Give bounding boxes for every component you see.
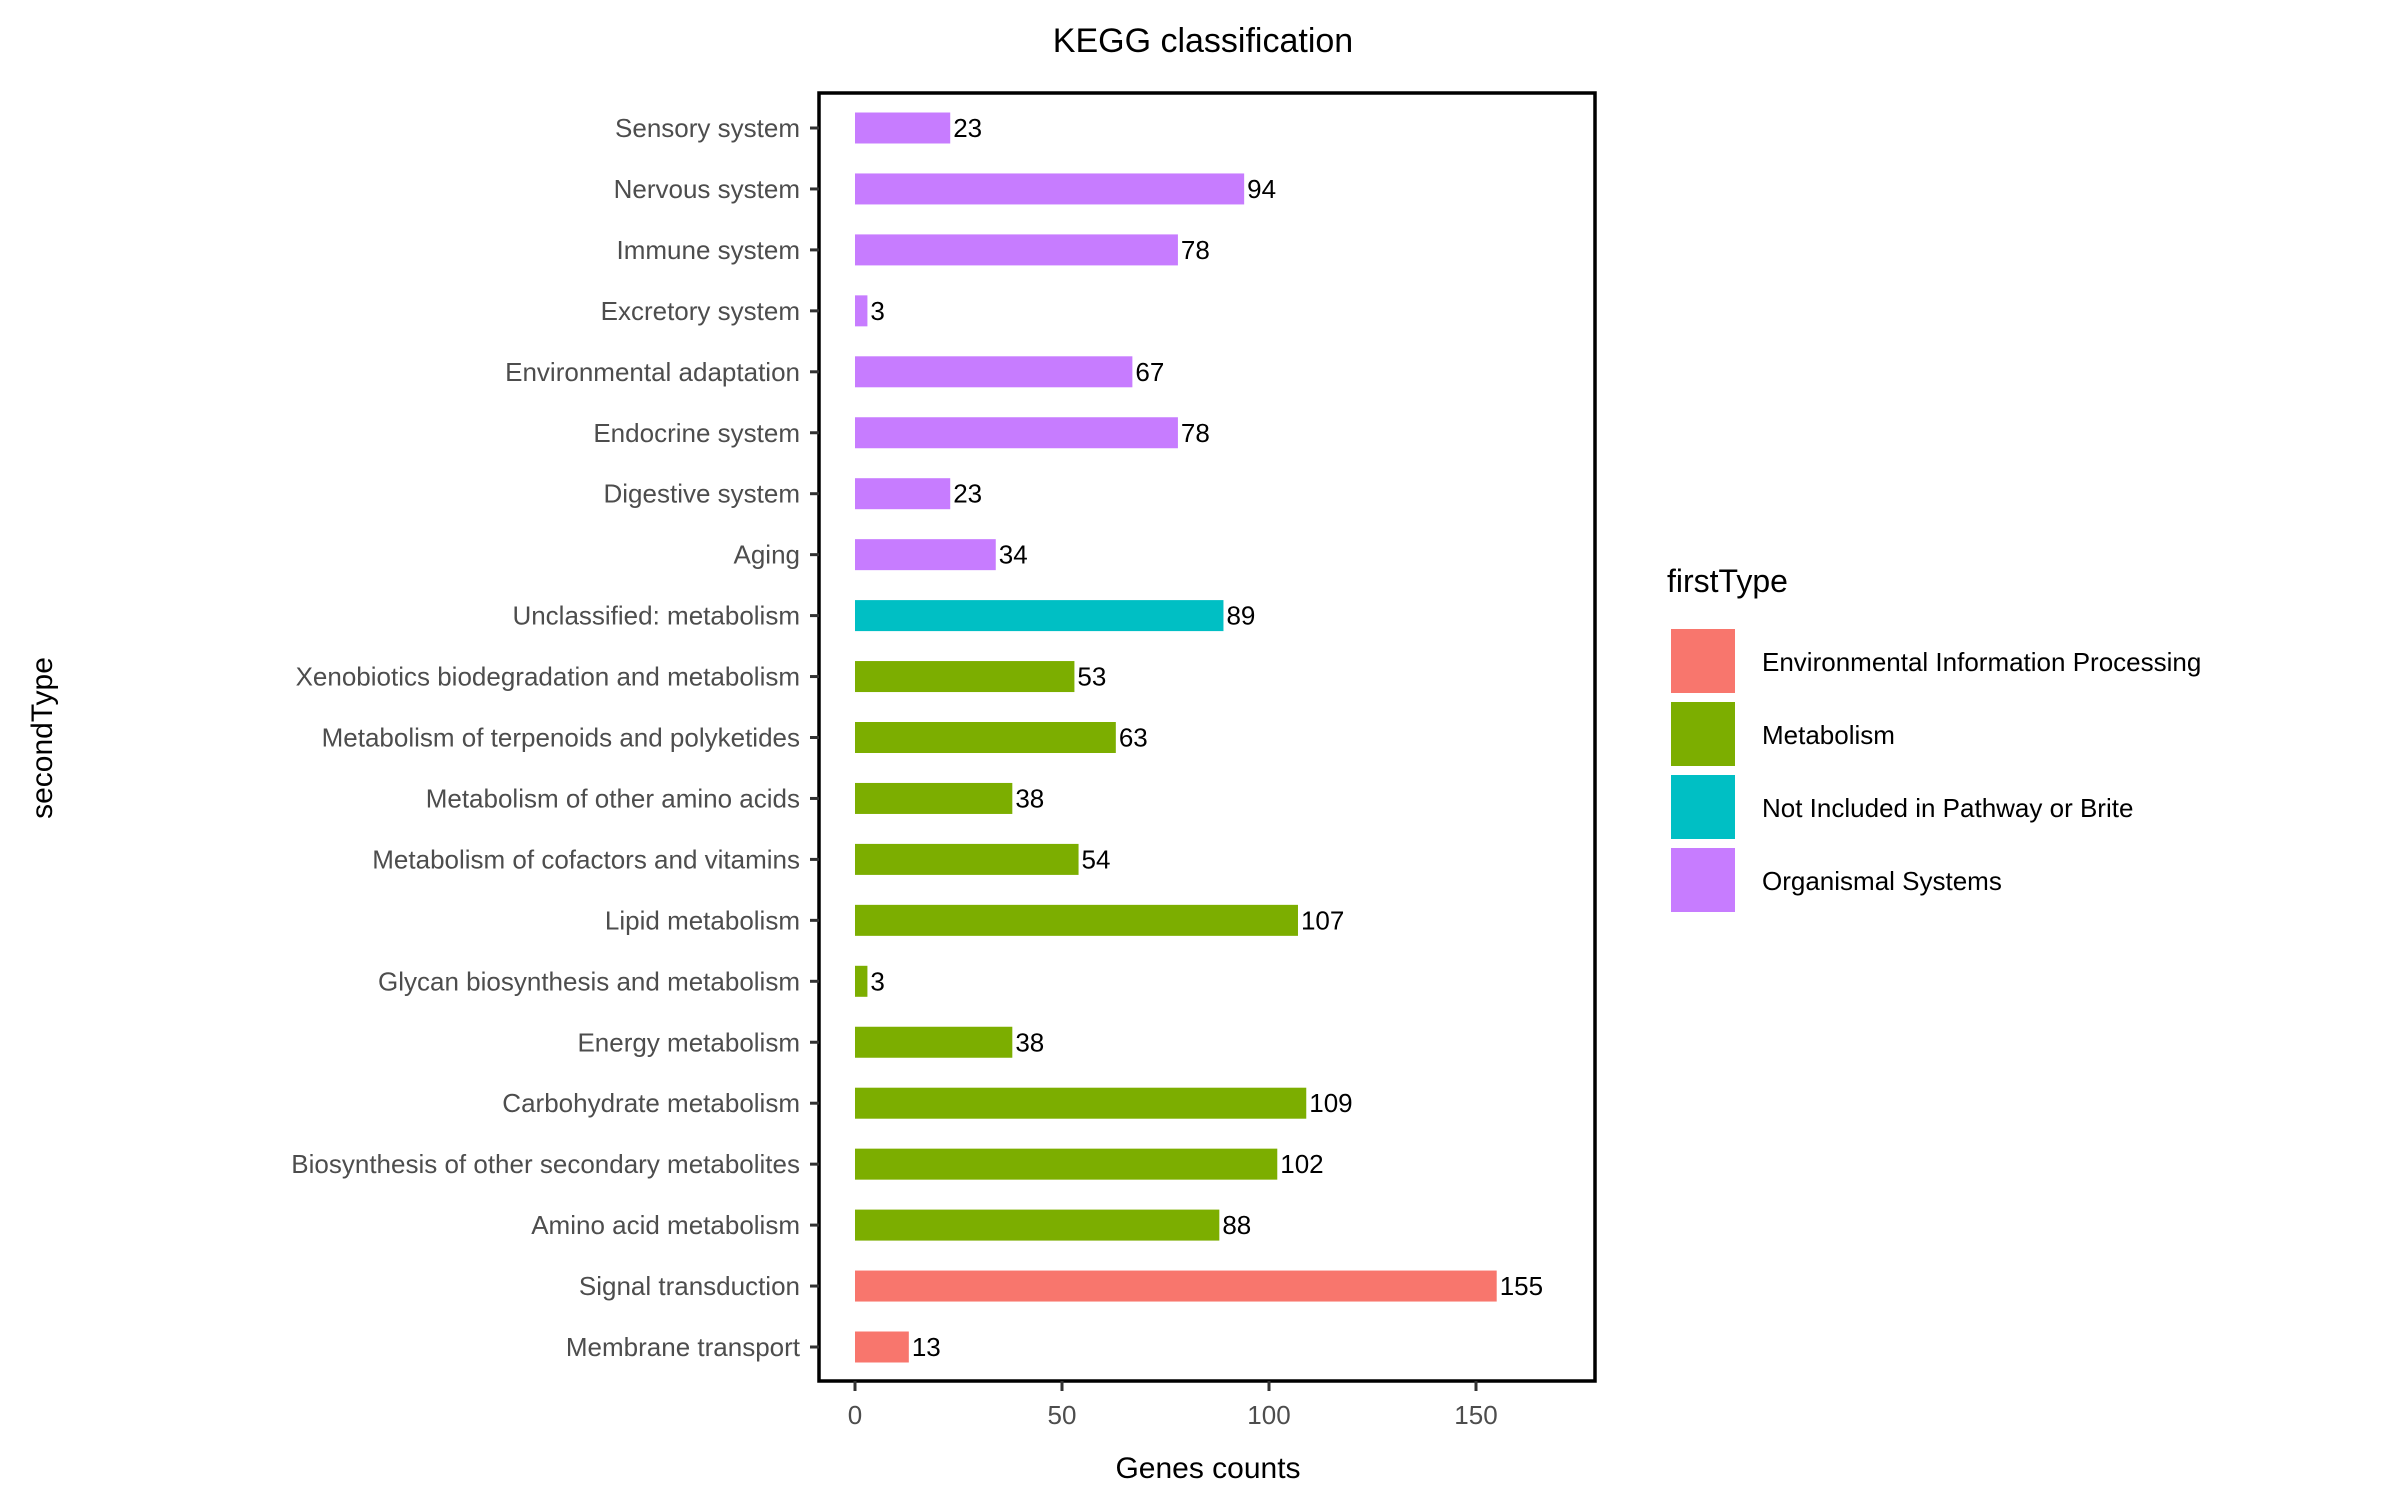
bar <box>855 295 868 327</box>
y-tick-label: Unclassified: metabolism <box>512 601 800 631</box>
legend-label: Environmental Information Processing <box>1762 647 2201 677</box>
bar-value-label: 155 <box>1500 1271 1543 1301</box>
legend-key <box>1669 773 1737 841</box>
bar <box>855 417 1178 449</box>
y-tick-label: Biosynthesis of other secondary metaboli… <box>291 1149 800 1179</box>
y-tick-label: Xenobiotics biodegradation and metabolis… <box>296 662 800 692</box>
legend-key <box>1669 627 1737 695</box>
bar <box>855 1026 1013 1058</box>
bar-value-label: 78 <box>1181 235 1210 265</box>
y-tick-label: Sensory system <box>615 113 800 143</box>
y-tick-label: Metabolism of cofactors and vitamins <box>372 844 800 874</box>
bar-value-label: 23 <box>953 113 982 143</box>
y-tick-label: Excretory system <box>601 296 800 326</box>
y-tick-label: Immune system <box>617 235 801 265</box>
y-tick-label: Endocrine system <box>593 418 800 448</box>
bar-value-label: 53 <box>1077 662 1106 692</box>
bar <box>855 356 1133 388</box>
bar-value-label: 34 <box>999 540 1028 570</box>
bar-value-label: 102 <box>1280 1149 1323 1179</box>
bar-value-label: 38 <box>1015 1027 1044 1057</box>
x-tick-label: 100 <box>1247 1400 1290 1430</box>
bar-value-label: 23 <box>953 479 982 509</box>
bar-value-label: 54 <box>1082 844 1111 874</box>
bar <box>855 843 1079 875</box>
bar <box>855 600 1224 632</box>
legend-label: Organismal Systems <box>1762 866 2002 896</box>
legend-title: firstType <box>1667 563 1788 599</box>
bar <box>855 1331 909 1363</box>
bar <box>855 904 1298 936</box>
y-tick-label: Metabolism of terpenoids and polyketides <box>322 723 800 753</box>
chart-title: KEGG classification <box>1053 22 1353 60</box>
bar <box>855 1087 1307 1119</box>
x-tick-label: 0 <box>848 1400 862 1430</box>
legend-label: Metabolism <box>1762 720 1895 750</box>
y-tick-label: Aging <box>734 540 801 570</box>
bar-value-label: 38 <box>1015 783 1044 813</box>
y-tick-label: Lipid metabolism <box>605 905 800 935</box>
y-tick-label: Amino acid metabolism <box>531 1210 800 1240</box>
bar <box>855 782 1013 814</box>
bar <box>855 112 951 144</box>
bar <box>855 539 996 571</box>
bar <box>855 1148 1278 1180</box>
y-tick-label: Nervous system <box>614 174 800 204</box>
y-tick-label: Digestive system <box>604 479 801 509</box>
y-tick-label: Energy metabolism <box>577 1027 800 1057</box>
bar-value-label: 107 <box>1301 905 1344 935</box>
y-tick-label: Signal transduction <box>579 1271 800 1301</box>
bar <box>855 234 1178 266</box>
bar-value-label: 88 <box>1222 1210 1251 1240</box>
bar <box>855 1209 1220 1241</box>
bar <box>855 661 1075 693</box>
y-tick-label: Environmental adaptation <box>505 357 800 387</box>
bar-value-label: 67 <box>1135 357 1164 387</box>
bar <box>855 722 1116 753</box>
bar <box>855 478 951 510</box>
bar-value-label: 3 <box>870 966 884 996</box>
bar-value-label: 78 <box>1181 418 1210 448</box>
y-tick-label: Metabolism of other amino acids <box>426 783 800 813</box>
y-axis-title: secondType <box>26 657 59 819</box>
legend-key <box>1669 700 1737 768</box>
x-tick-label: 50 <box>1048 1400 1077 1430</box>
x-tick-label: 150 <box>1454 1400 1497 1430</box>
bar-value-label: 63 <box>1119 723 1148 753</box>
bar-value-label: 94 <box>1247 174 1276 204</box>
legend-key <box>1669 846 1737 914</box>
bar <box>855 1270 1497 1302</box>
y-tick-label: Carbohydrate metabolism <box>502 1088 800 1118</box>
bar-value-label: 3 <box>870 296 884 326</box>
legend-label: Not Included in Pathway or Brite <box>1762 793 2133 823</box>
y-tick-label: Membrane transport <box>566 1332 801 1362</box>
bar-value-label: 109 <box>1309 1088 1352 1118</box>
bar-value-label: 13 <box>912 1332 941 1362</box>
bar <box>855 173 1245 205</box>
bar <box>855 965 868 997</box>
x-axis-title: Genes counts <box>1115 1452 1300 1485</box>
y-tick-label: Glycan biosynthesis and metabolism <box>378 966 800 996</box>
bar-value-label: 89 <box>1226 601 1255 631</box>
